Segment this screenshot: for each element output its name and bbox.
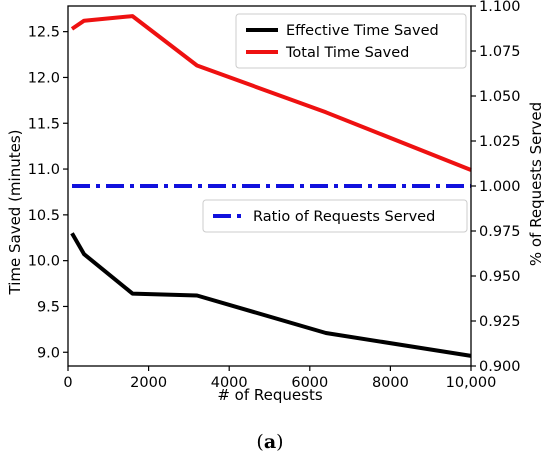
y-left-tick-label-5: 11.5 — [28, 116, 60, 132]
x-tick-label-1: 2000 — [130, 375, 167, 391]
y-left-tick-label-4: 11.0 — [28, 162, 60, 178]
y-right-tick-label-4: 1.000 — [479, 179, 521, 195]
caption-letter: a — [264, 431, 276, 453]
y-right-tick-label-5: 1.025 — [479, 134, 521, 150]
x-tick-label-0: 0 — [63, 375, 72, 391]
y-left-tick-label-6: 12.0 — [28, 70, 60, 86]
x-tick-label-4: 8000 — [372, 375, 409, 391]
y-axis-label-left: Time Saved (minutes) — [6, 129, 24, 295]
legend1-box — [235, 13, 467, 69]
x-axis-label: # of Requests — [217, 386, 322, 404]
y-left-tick-label-3: 10.5 — [28, 208, 60, 224]
legend1-label-1: Total Time Saved — [285, 45, 409, 61]
series-line-1 — [70, 14, 472, 172]
legend-lower: Ratio of Requests Served — [202, 199, 468, 233]
legend-upper: Effective Time Saved Total Time Saved — [235, 13, 467, 69]
y-right-tick-label-3: 0.975 — [479, 224, 521, 240]
x-tick-label-5: 10,000 — [446, 375, 497, 391]
y-right-tick-label-7: 1.075 — [479, 44, 521, 60]
series-line-0 — [70, 232, 472, 358]
y-right-tick-label-8: 1.100 — [479, 0, 521, 15]
figure-caption: (a) — [256, 431, 283, 453]
y-left-tick-label-2: 10.0 — [28, 254, 60, 270]
x-tick-label-2: 4000 — [211, 375, 248, 391]
legend2-label-0: Ratio of Requests Served — [253, 209, 435, 225]
chart-marks: 0 2000 4000 6000 8000 10,000 9.0 9.5 10.0 10.5 11.… — [28, 0, 521, 391]
legend1-label-0: Effective Time Saved — [286, 23, 439, 39]
caption-open: ( — [256, 431, 263, 453]
y-axis-label-right: % of Requests Served — [527, 102, 545, 266]
y-right-tick-label-6: 1.050 — [479, 89, 521, 105]
y-left-tick-label-1: 9.5 — [37, 299, 60, 315]
y-right-tick-label-2: 0.950 — [479, 269, 521, 285]
y-left-tick-label-7: 12.5 — [28, 25, 60, 41]
y-left-tick-label-0: 9.0 — [37, 345, 60, 361]
y-right-tick-label-1: 0.925 — [479, 314, 521, 330]
y-right-tick-label-0: 0.900 — [479, 359, 521, 375]
caption-close: ) — [276, 431, 283, 453]
legend2-box — [202, 199, 468, 233]
x-tick-label-3: 6000 — [291, 375, 328, 391]
